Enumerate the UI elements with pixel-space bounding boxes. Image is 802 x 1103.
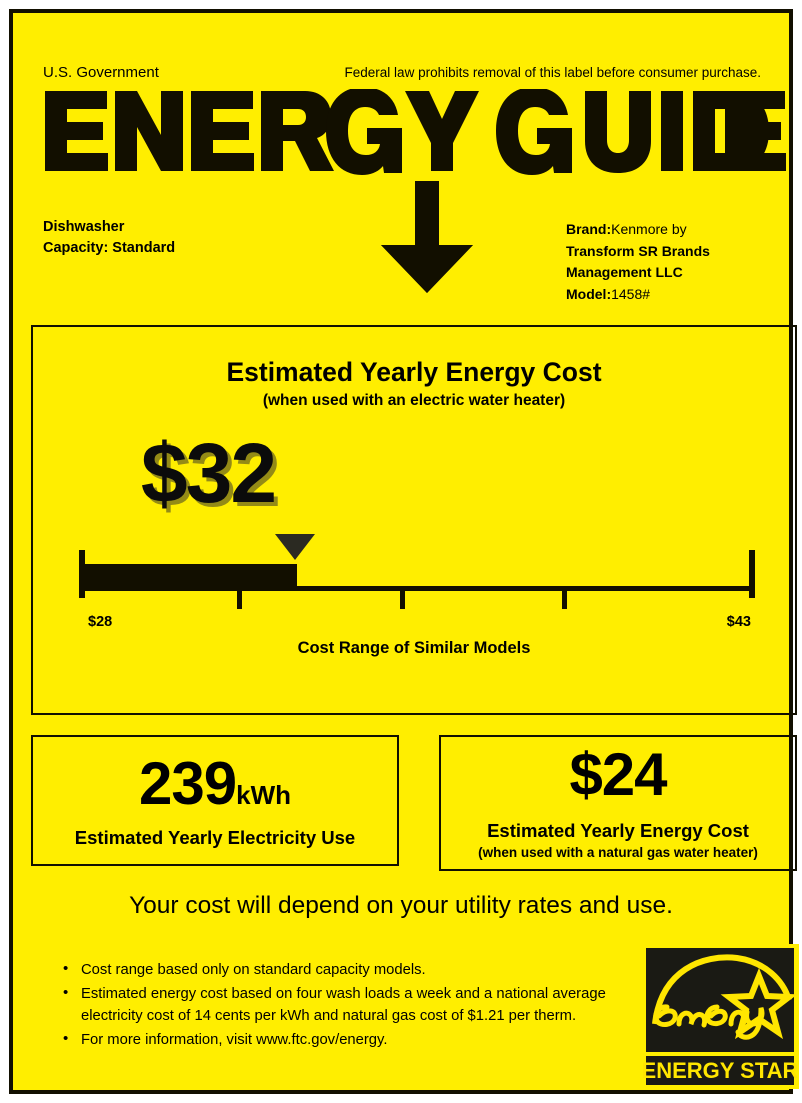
footnote-bullet: Cost range based only on standard capaci… bbox=[59, 958, 634, 982]
electricity-value-row: 239kWh bbox=[33, 749, 397, 818]
gas-cost-value: $24 bbox=[569, 741, 667, 808]
range-high-label: $43 bbox=[726, 614, 751, 630]
electricity-value: 239 bbox=[139, 750, 237, 817]
cost-panel-title: Estimated Yearly Energy Cost bbox=[226, 357, 602, 387]
capacity-text: Capacity: Standard bbox=[43, 240, 176, 256]
cost-range-scale bbox=[77, 532, 767, 622]
model-label: Model: bbox=[566, 285, 612, 302]
brand-model-block: Brand:Kenmore by Transform SR Brands Man… bbox=[566, 219, 710, 305]
label-frame: U.S. Government Federal law prohibits re… bbox=[9, 9, 799, 1094]
brand-value: Kenmore by bbox=[611, 221, 687, 237]
federal-law-notice: Federal law prohibits removal of this la… bbox=[344, 65, 761, 80]
footnote-bullets: Cost range based only on standard capaci… bbox=[59, 958, 634, 1052]
footnote-bullet: For more information, visit www.ftc.gov/… bbox=[59, 1028, 634, 1052]
footnote-bullet: Estimated energy cost based on four wash… bbox=[59, 982, 634, 1028]
us-government-text: U.S. Government bbox=[43, 64, 159, 81]
gas-cost-caption-sub: (when used with a natural gas water heat… bbox=[478, 845, 758, 860]
brand-line: Brand:Kenmore by bbox=[566, 219, 710, 241]
brand-label: Brand: bbox=[566, 221, 612, 237]
range-low-label: $28 bbox=[88, 614, 113, 630]
gas-cost-box: $24 Estimated Yearly Energy Cost (when u… bbox=[439, 735, 797, 871]
primary-cost-value: $32 bbox=[140, 426, 277, 520]
electricity-use-box: 239kWh Estimated Yearly Electricity Use bbox=[31, 735, 399, 866]
cost-panel-subtitle: (when used with an electric water heater… bbox=[262, 392, 566, 409]
energyguide-wordmark bbox=[39, 89, 787, 189]
model-line: Model:1458# bbox=[566, 284, 710, 306]
star-icon bbox=[720, 967, 798, 1040]
down-arrow-icon bbox=[377, 181, 477, 293]
brand-company-line-2: Management LLC bbox=[566, 264, 683, 280]
triangle-marker-icon bbox=[275, 534, 315, 560]
model-value: 1458# bbox=[611, 285, 651, 302]
brand-company-line-1: Transform SR Brands bbox=[566, 242, 710, 259]
gas-cost-caption: Estimated Yearly Energy Cost bbox=[487, 820, 749, 841]
electricity-caption: Estimated Yearly Electricity Use bbox=[74, 827, 356, 848]
electricity-unit: kWh bbox=[236, 780, 291, 810]
product-descriptors: Dishwasher Capacity: Standard bbox=[43, 217, 175, 259]
estimated-yearly-energy-cost-panel: Estimated Yearly Energy Cost (when used … bbox=[31, 325, 797, 715]
range-caption: Cost Range of Similar Models bbox=[297, 639, 531, 657]
utility-rates-disclaimer: Your cost will depend on your utility ra… bbox=[129, 892, 673, 919]
energy-star-wordmark: ENERGY STAR bbox=[642, 1058, 799, 1083]
appliance-type: Dishwasher bbox=[43, 219, 125, 235]
energy-star-logo: ENERGY STAR bbox=[641, 944, 799, 1089]
